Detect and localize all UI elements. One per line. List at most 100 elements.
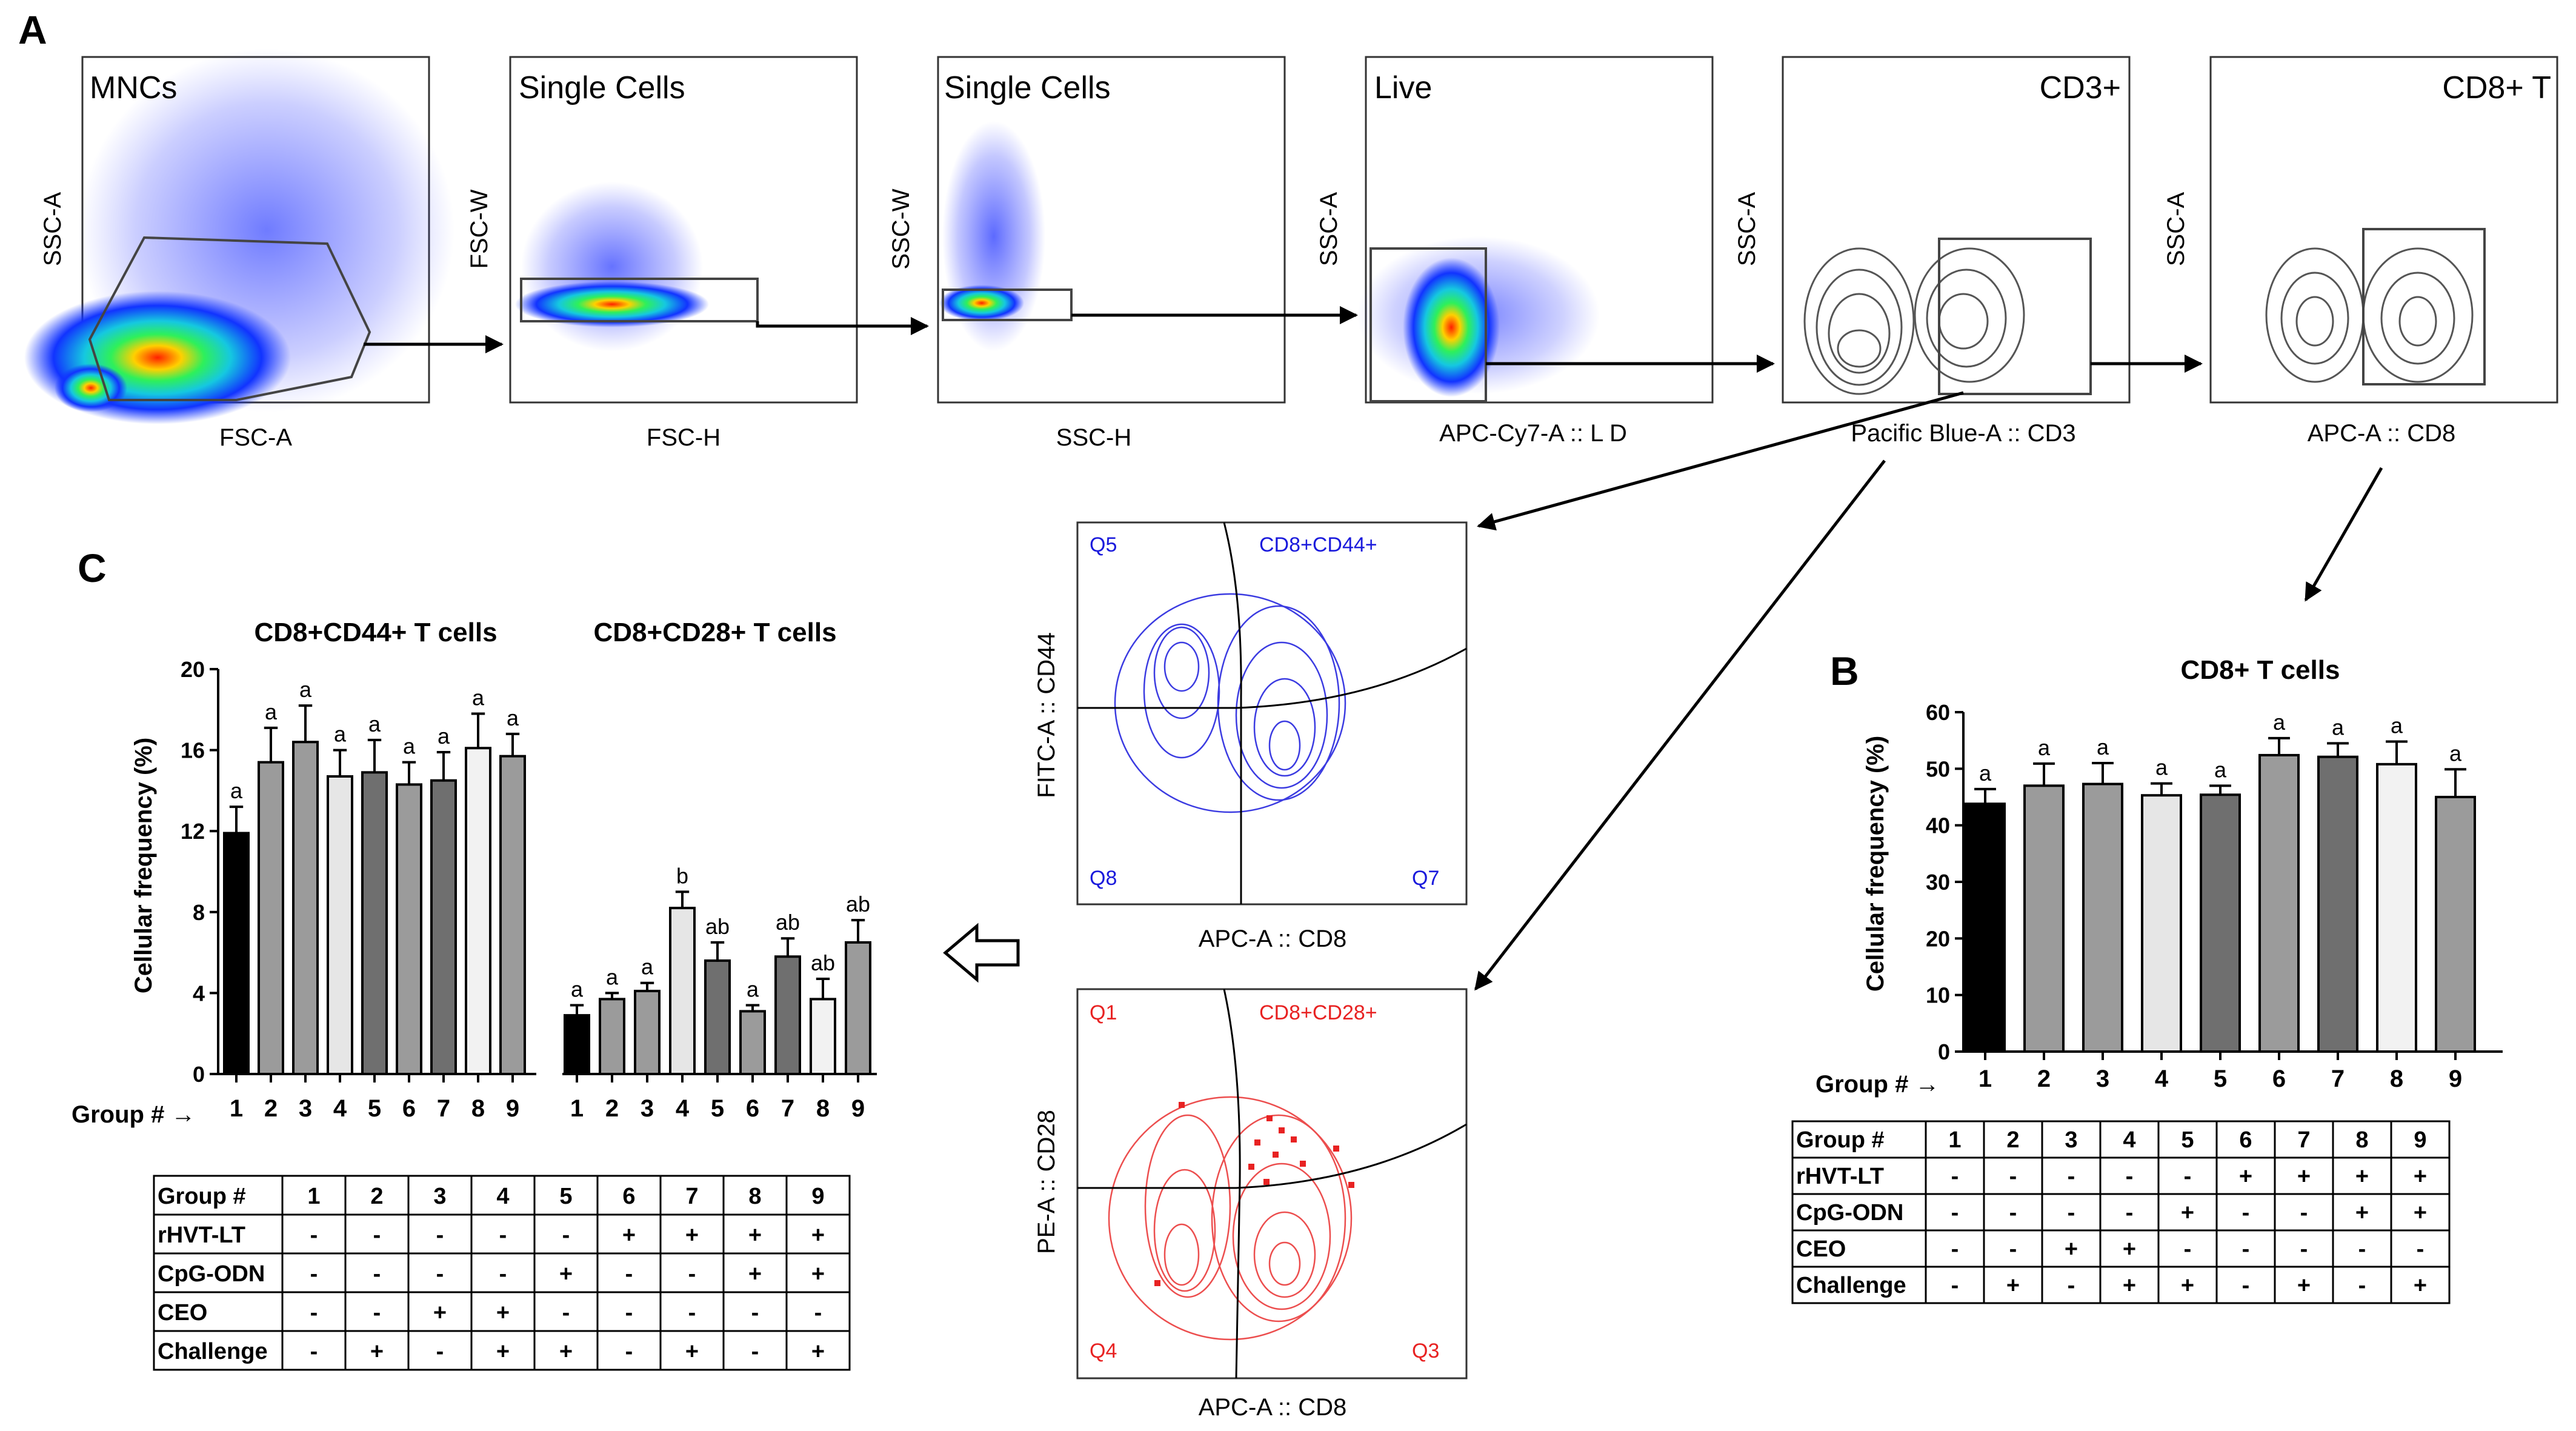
table-cell: - <box>436 1223 444 1248</box>
significance-label: a <box>2038 735 2051 760</box>
significance-label: a <box>472 685 485 710</box>
x-tick-label: 6 <box>746 1095 759 1122</box>
significance-label: a <box>2273 710 2286 735</box>
quadrant-label: Q1 <box>1090 1001 1117 1024</box>
table-cell: + <box>2123 1273 2136 1298</box>
bar <box>2317 755 2358 1053</box>
table-row-header: CpG-ODN <box>1796 1200 1903 1226</box>
table-cell: - <box>625 1300 633 1326</box>
y-tick-label: 4 <box>193 981 205 1006</box>
table-row-header: Challenge <box>158 1339 268 1364</box>
bar <box>599 998 625 1076</box>
table-cell: + <box>748 1223 762 1248</box>
table-row-header: Challenge <box>1796 1273 1906 1298</box>
gating-xlabel: FSC-A <box>219 424 292 451</box>
x-tick-label: 7 <box>781 1095 794 1122</box>
table-cell: - <box>2068 1164 2075 1189</box>
table-cell: - <box>499 1223 507 1248</box>
quadrant-ylabel: PE-A :: CD28 <box>1033 1110 1060 1254</box>
significance-label: a <box>438 724 450 749</box>
table-cell: + <box>2414 1164 2427 1189</box>
x-tick-label: 2 <box>605 1095 619 1122</box>
y-tick-label: 50 <box>1926 756 1950 781</box>
table-cell: - <box>625 1261 633 1287</box>
significance-label: a <box>2097 735 2109 759</box>
x-tick-label: 8 <box>816 1095 830 1122</box>
table-cell: - <box>2358 1236 2366 1262</box>
significance-label: a <box>1979 761 1992 786</box>
bar <box>2376 762 2417 1053</box>
bar <box>430 779 457 1075</box>
table-cell: + <box>2414 1273 2427 1298</box>
quadrant-plot-cd44: Q5 CD8+CD44+ Q8 Q7 APC-A :: CD8 FITC-A :… <box>1033 521 1468 952</box>
gating-plot-single-cells-ssc: Single Cells SSC-H SSC-W <box>888 56 1286 451</box>
table-cell: + <box>370 1339 384 1364</box>
y-tick-label: 12 <box>181 819 205 844</box>
significance-label: a <box>606 964 619 989</box>
gate-rectangle <box>520 278 759 322</box>
gated-events <box>1154 1102 1354 1286</box>
bar <box>774 955 801 1076</box>
table-cell: + <box>811 1261 825 1287</box>
table-cell: + <box>748 1261 762 1287</box>
table-cell: - <box>436 1339 444 1364</box>
table-row-header: CEO <box>1796 1236 1846 1262</box>
bar <box>2258 753 2300 1053</box>
table-cell: - <box>751 1300 759 1326</box>
panel-letter-b: B <box>1830 649 1859 693</box>
table-cell: - <box>373 1261 381 1287</box>
arrow-connector <box>1477 391 1964 531</box>
gating-ylabel: SSC-A <box>1316 192 1342 267</box>
bar <box>499 755 526 1075</box>
bar <box>2082 782 2123 1053</box>
treatment-table-c: Group # 1 2 3 4 5 6 7 8 9 rHVT-LT - - - - - + + + + CpG-ODN -… <box>153 1175 851 1371</box>
table-cell: + <box>685 1223 699 1248</box>
table-cell: - <box>310 1261 318 1287</box>
quadrant-label: Q5 <box>1090 533 1117 556</box>
table-row-header: CpG-ODN <box>158 1261 265 1287</box>
x-tick-label: 2 <box>2037 1066 2051 1092</box>
gating-xlabel: APC-Cy7-A :: L D <box>1439 420 1627 447</box>
scatter-density <box>939 285 1024 321</box>
y-tick-label: 60 <box>1926 700 1950 725</box>
gating-title: CD3+ <box>2040 70 2121 105</box>
table-cell: 7 <box>685 1184 698 1209</box>
plot-frame <box>1076 521 1468 906</box>
table-frame <box>153 1175 851 1371</box>
bar <box>669 907 696 1075</box>
x-tick-label: 1 <box>230 1095 243 1122</box>
bar <box>223 832 250 1076</box>
table-cell: - <box>499 1261 507 1287</box>
table-cell: - <box>2126 1200 2134 1226</box>
significance-label: ab <box>776 910 800 935</box>
contour-set <box>1803 247 2025 395</box>
y-tick-label: 8 <box>193 900 205 925</box>
x-tick-label: 6 <box>2272 1066 2286 1092</box>
gating-xlabel: Pacific Blue-A :: CD3 <box>1851 420 2075 447</box>
table-cell: 6 <box>2239 1127 2252 1153</box>
gating-plot-mncs: MNCs FSC-A SSC-A <box>24 48 454 451</box>
table-cell: - <box>1951 1164 1959 1189</box>
bar <box>810 998 836 1076</box>
bar <box>465 747 491 1075</box>
table-cell: - <box>310 1300 318 1326</box>
gating-arrows <box>364 306 2383 991</box>
x-tick-label: 2 <box>264 1095 278 1122</box>
table-cell: - <box>373 1300 381 1326</box>
table-cell: - <box>2358 1273 2366 1298</box>
gating-ylabel: SSC-A <box>2163 192 2189 267</box>
quadrant-label: Q7 <box>1412 867 1439 890</box>
gating-plot-cd3: CD3+ Pacific Blue-A :: CD3 SSC-A <box>1734 56 2131 447</box>
table-row-header: rHVT-LT <box>1796 1164 1884 1189</box>
table-cell: 2 <box>370 1184 383 1209</box>
quadrant-ylabel: FITC-A :: CD44 <box>1033 632 1060 798</box>
quadrant-xlabel: APC-A :: CD8 <box>1199 1394 1347 1421</box>
significance-label: a <box>2449 741 2462 766</box>
contour-set <box>1108 1096 1353 1341</box>
table-cell: - <box>625 1339 633 1364</box>
group-arrow-label: Group # → <box>72 1101 195 1128</box>
y-tick-label: 40 <box>1926 813 1950 838</box>
gate-rectangle <box>942 289 1073 321</box>
table-cell: - <box>1951 1273 1959 1298</box>
table-cell: - <box>562 1223 570 1248</box>
